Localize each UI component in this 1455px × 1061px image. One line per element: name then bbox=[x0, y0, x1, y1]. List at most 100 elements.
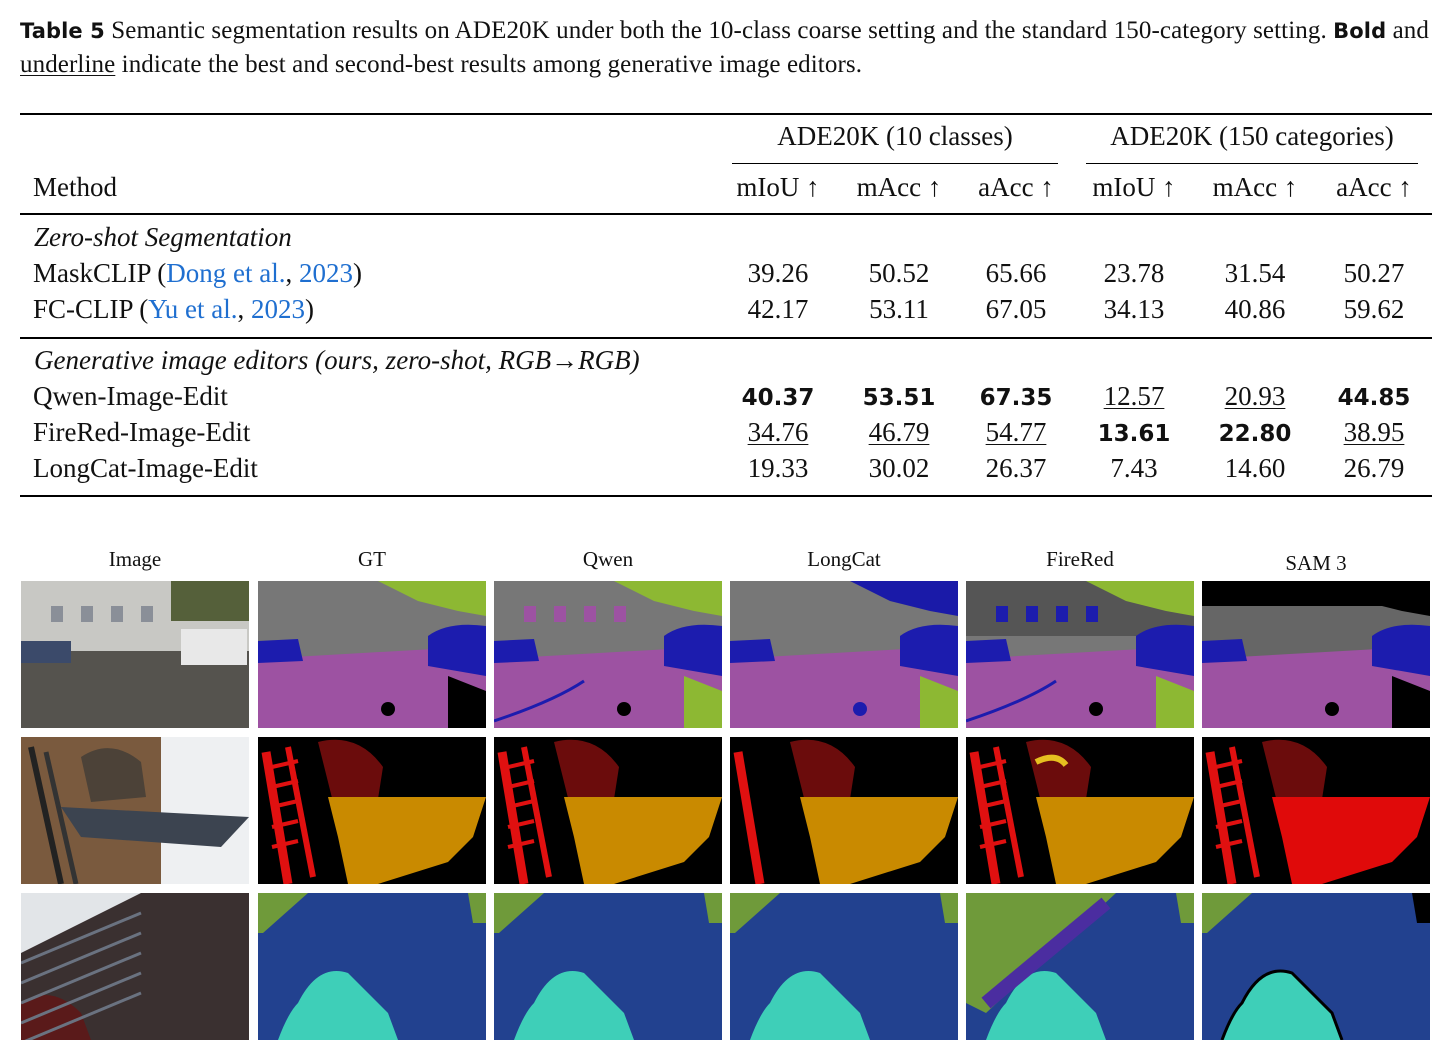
caption: Table 5 Semantic segmentation results on… bbox=[20, 14, 1440, 82]
region bbox=[979, 779, 1007, 789]
region bbox=[1036, 797, 1194, 884]
region bbox=[979, 759, 1007, 769]
region bbox=[730, 893, 780, 933]
caption-bold: Bold bbox=[1333, 19, 1387, 43]
region bbox=[1229, 746, 1260, 878]
method: FireRed-Image-Edit bbox=[33, 417, 251, 447]
value-cell: 40.37 bbox=[741, 385, 815, 411]
region bbox=[1215, 819, 1243, 829]
citation-link: 2023 bbox=[299, 258, 353, 288]
caption-underline: underline bbox=[20, 51, 116, 78]
region bbox=[494, 639, 539, 663]
region bbox=[1202, 893, 1252, 933]
method: FC-CLIP bbox=[33, 294, 133, 324]
value-cell: 59.62 bbox=[1343, 294, 1405, 324]
region bbox=[614, 606, 626, 622]
citation-text: ( bbox=[157, 258, 167, 288]
region bbox=[258, 646, 486, 728]
group-rule bbox=[732, 163, 1058, 165]
region bbox=[730, 646, 958, 728]
value-cell: 19.33 bbox=[747, 453, 809, 483]
region bbox=[1156, 676, 1194, 728]
region bbox=[996, 987, 1091, 1040]
region bbox=[1215, 799, 1243, 809]
region bbox=[521, 746, 552, 878]
value-cell: 65.66 bbox=[985, 258, 1047, 288]
region bbox=[21, 951, 142, 1005]
region bbox=[733, 751, 765, 884]
segmentation-map bbox=[258, 893, 486, 1040]
region bbox=[554, 739, 619, 802]
value-cell: 14.60 bbox=[1224, 453, 1286, 483]
value-cell: 46.79 bbox=[868, 417, 930, 447]
segmentation-map bbox=[494, 893, 722, 1040]
region bbox=[853, 702, 867, 716]
input-image bbox=[21, 737, 249, 884]
column-header: mIoU ↑ bbox=[736, 172, 820, 202]
region bbox=[1272, 797, 1430, 884]
region bbox=[940, 893, 958, 923]
caption-text: Semantic segmentation results on ADE20K … bbox=[111, 17, 1334, 44]
region bbox=[428, 624, 486, 676]
value-cell: 23.78 bbox=[1103, 258, 1165, 288]
region bbox=[1086, 606, 1098, 622]
segmentation-map bbox=[1202, 581, 1430, 728]
segmentation-map bbox=[258, 737, 486, 884]
region bbox=[258, 893, 308, 933]
region bbox=[979, 839, 1007, 849]
region bbox=[1056, 606, 1068, 622]
region bbox=[966, 646, 1194, 728]
method-name: FireRed-Image-Edit bbox=[33, 417, 250, 448]
region bbox=[507, 759, 535, 769]
value-cell: 44.85 bbox=[1337, 385, 1411, 411]
region bbox=[1086, 581, 1194, 616]
region bbox=[920, 676, 958, 728]
region bbox=[614, 581, 722, 616]
segmentation-map bbox=[730, 737, 958, 884]
region bbox=[278, 971, 398, 1040]
value-cell: 22.80 bbox=[1218, 421, 1292, 447]
region bbox=[1392, 676, 1430, 728]
region bbox=[664, 624, 722, 676]
input-image bbox=[21, 893, 249, 1040]
region bbox=[81, 748, 146, 802]
citation-link: Dong et al. bbox=[166, 258, 286, 288]
region bbox=[996, 606, 1008, 622]
region bbox=[507, 799, 535, 809]
region bbox=[448, 676, 486, 728]
region bbox=[468, 893, 486, 923]
region bbox=[979, 819, 1007, 829]
caption-label: Table 5 bbox=[20, 19, 105, 43]
region bbox=[617, 702, 631, 716]
region bbox=[1034, 754, 1069, 768]
section-title: Zero-shot Segmentation bbox=[34, 222, 292, 252]
column-header: aAcc ↑ bbox=[978, 172, 1054, 202]
column-header: mIoU ↑ bbox=[1092, 172, 1176, 202]
region bbox=[378, 581, 486, 616]
region bbox=[21, 995, 91, 1040]
region bbox=[1202, 639, 1247, 663]
region bbox=[21, 931, 142, 985]
value-cell: 26.37 bbox=[985, 453, 1047, 483]
region bbox=[1136, 624, 1194, 676]
region bbox=[993, 746, 1024, 878]
region bbox=[1220, 969, 1344, 1040]
citation-link: 2023 bbox=[251, 294, 306, 324]
region bbox=[704, 893, 722, 923]
region bbox=[141, 606, 153, 622]
group-rule bbox=[1086, 163, 1418, 165]
region bbox=[1372, 624, 1430, 676]
value-cell: 26.79 bbox=[1343, 453, 1405, 483]
region bbox=[24, 991, 142, 1040]
value-cell: 12.57 bbox=[1103, 381, 1165, 411]
value-cell: 53.51 bbox=[862, 385, 936, 411]
column-header: aAcc ↑ bbox=[1336, 172, 1412, 202]
region bbox=[1215, 779, 1243, 789]
method: MaskCLIP bbox=[33, 258, 151, 288]
segmentation-map bbox=[966, 581, 1194, 728]
region bbox=[966, 679, 1057, 723]
region bbox=[61, 807, 249, 847]
bottom-rule bbox=[20, 495, 1432, 497]
caption-text: indicate the best and second-best result… bbox=[115, 51, 863, 78]
